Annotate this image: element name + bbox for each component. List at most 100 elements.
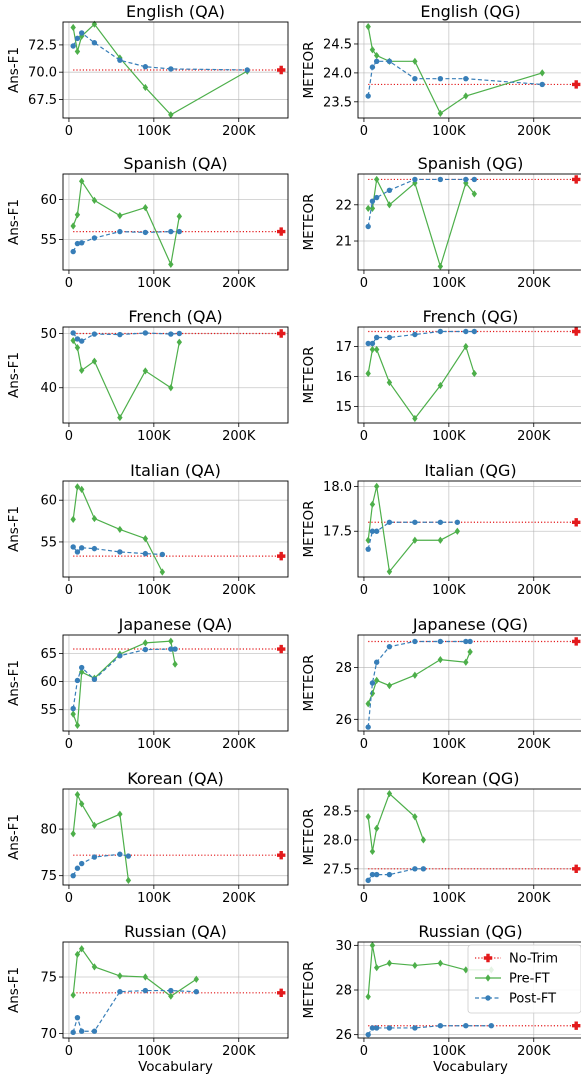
point-marker (365, 93, 371, 99)
x-axis-label: Vocabulary (138, 1059, 213, 1075)
series-line-pre (367, 792, 424, 852)
point-marker (70, 1029, 76, 1036)
y-tick-label: 60 (40, 494, 57, 509)
point-marker (365, 724, 371, 730)
point-marker (386, 187, 393, 194)
y-tick-label: 18.0 (323, 480, 352, 495)
plot-frame (62, 326, 289, 424)
y-axis-label: Ans-F1 (6, 660, 22, 706)
x-tick-label: 0 (65, 891, 73, 906)
chart-panel: 0 100K 200K 70 75 Russian (QA) Ans-F1 Vocabular… (6, 922, 289, 1075)
point-marker (454, 527, 461, 535)
chart-panel: 0 100K 200K 55 60 Spanish (QA) Ans-F1 (6, 154, 289, 291)
y-axis-label: METEOR (301, 194, 317, 251)
point-marker (365, 369, 371, 378)
x-tick-label: 0 (65, 1044, 73, 1059)
point-marker (386, 643, 393, 650)
plot-frame (62, 480, 289, 578)
point-marker (244, 67, 250, 73)
legend-box (467, 944, 581, 1014)
point-marker (91, 20, 98, 28)
plot-frame (62, 788, 289, 886)
point-marker (91, 545, 98, 552)
point-marker (471, 176, 478, 183)
point-marker (117, 988, 123, 995)
series-line-post (368, 330, 475, 345)
point-marker (369, 345, 376, 354)
point-marker (91, 357, 98, 365)
point-marker (142, 646, 149, 653)
point-marker (373, 964, 380, 972)
point-marker (386, 519, 393, 525)
point-marker (70, 991, 76, 999)
series-line-pre (367, 26, 543, 115)
point-marker (369, 847, 376, 856)
point-marker (91, 235, 98, 241)
point-marker (125, 853, 132, 859)
series-line-post (72, 32, 248, 71)
point-marker (463, 92, 469, 100)
point-marker (117, 57, 123, 63)
x-tick-label: 0 (360, 891, 368, 906)
point-marker (70, 705, 76, 712)
point-marker (74, 677, 81, 684)
point-marker (488, 1023, 495, 1029)
point-marker (74, 549, 81, 555)
y-tick-label: 28.0 (323, 833, 352, 848)
point-marker (176, 330, 183, 337)
x-tick-label: 100K (432, 276, 466, 291)
y-tick-label: 55 (40, 535, 57, 550)
y-tick-label: 60 (40, 193, 57, 208)
point-marker (117, 331, 123, 338)
point-marker (373, 824, 380, 832)
point-marker (70, 330, 76, 336)
point-marker (70, 515, 76, 523)
point-marker (142, 550, 149, 557)
point-marker (471, 328, 478, 335)
point-marker (91, 1028, 98, 1034)
plot-frame (357, 788, 581, 886)
series-line-pre (72, 179, 180, 267)
panel-title: Japanese (QG) (412, 615, 528, 634)
x-tick-label: 100K (137, 583, 171, 598)
x-tick-label: 100K (432, 124, 466, 139)
point-marker (70, 544, 76, 550)
point-marker (70, 43, 76, 49)
point-marker (365, 877, 371, 884)
point-marker (142, 83, 149, 92)
point-marker (168, 987, 174, 994)
point-marker (78, 1028, 85, 1034)
point-marker (91, 331, 98, 337)
point-marker (159, 551, 166, 558)
point-marker (454, 519, 461, 525)
y-tick-label: 27.5 (323, 862, 352, 877)
point-marker (412, 866, 418, 872)
chart-panel: 0 100K 200K 17.5 18.0 Italian (QG) METEOR (301, 461, 581, 598)
point-marker (437, 1023, 444, 1029)
point-marker (373, 482, 380, 490)
point-marker (70, 336, 76, 345)
point-marker (412, 536, 418, 544)
point-marker (373, 334, 380, 341)
point-marker (386, 58, 393, 65)
x-tick-label: 0 (360, 124, 368, 139)
point-marker (176, 212, 183, 220)
point-marker (277, 227, 286, 236)
point-marker (369, 198, 376, 204)
panel-title: Russian (QG) (418, 922, 522, 941)
point-marker (142, 535, 149, 543)
point-marker (463, 966, 469, 974)
chart-panel: 0 100K 200K 40 50 French (QA) Ans-F1 (6, 307, 289, 444)
point-marker (70, 222, 76, 230)
x-tick-label: 200K (222, 891, 256, 906)
point-marker (168, 992, 174, 1000)
point-marker (78, 338, 85, 344)
series-line-pre (368, 177, 475, 269)
point-marker (572, 175, 581, 184)
point-marker (70, 248, 76, 255)
point-marker (78, 485, 85, 493)
series-line-post (367, 60, 543, 97)
point-marker (142, 204, 149, 212)
chart-panel: 0 100K 200K 75 80 Korean (QA) Ans-F1 (6, 769, 289, 906)
series-line-post (72, 989, 197, 1033)
